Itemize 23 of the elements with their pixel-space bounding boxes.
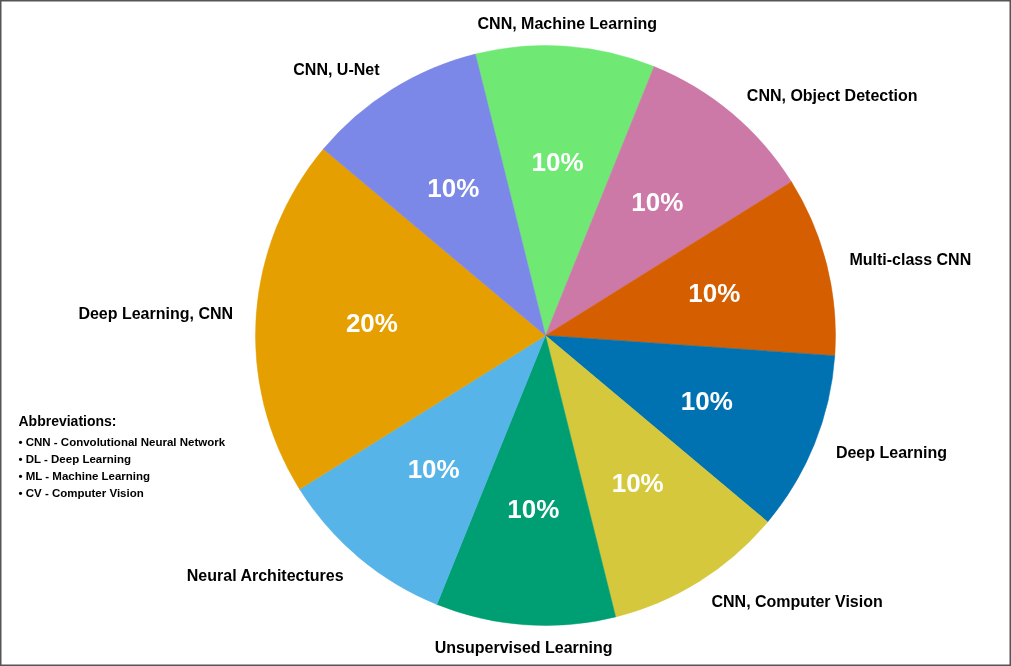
text: • CV - Computer Vision	[18, 486, 144, 499]
slice-label: CNN, Machine Learning	[477, 14, 658, 32]
data-label: 20%	[345, 308, 398, 339]
slice-label: CNN, U-Net	[293, 61, 381, 79]
data-label: 10%	[407, 453, 460, 484]
slice-label: Neural Architectures	[186, 566, 344, 584]
data-label: 10%	[531, 146, 584, 177]
slice-label: Multi-class CNN	[849, 251, 972, 269]
data-label: 10%	[427, 172, 480, 203]
text: • ML - Machine Learning	[18, 469, 151, 482]
slice-label: Unsupervised Learning	[434, 639, 613, 657]
slice-label: CNN, Computer Vision	[711, 592, 883, 610]
data-label: 10%	[507, 494, 560, 525]
data-label: 10%	[680, 385, 733, 416]
data-label: 10%	[688, 278, 741, 309]
slice-label: Deep Learning, CNN	[78, 305, 234, 323]
data-label: 10%	[631, 187, 684, 218]
data-label: 10%	[611, 468, 664, 499]
slice-label: CNN, Object Detection	[746, 87, 918, 105]
text: • CNN - Convolutional Neural Network	[18, 435, 226, 448]
slice-label: Deep Learning	[835, 444, 948, 462]
text: Abbreviations:	[18, 412, 117, 429]
text: • DL - Deep Learning	[18, 452, 131, 465]
